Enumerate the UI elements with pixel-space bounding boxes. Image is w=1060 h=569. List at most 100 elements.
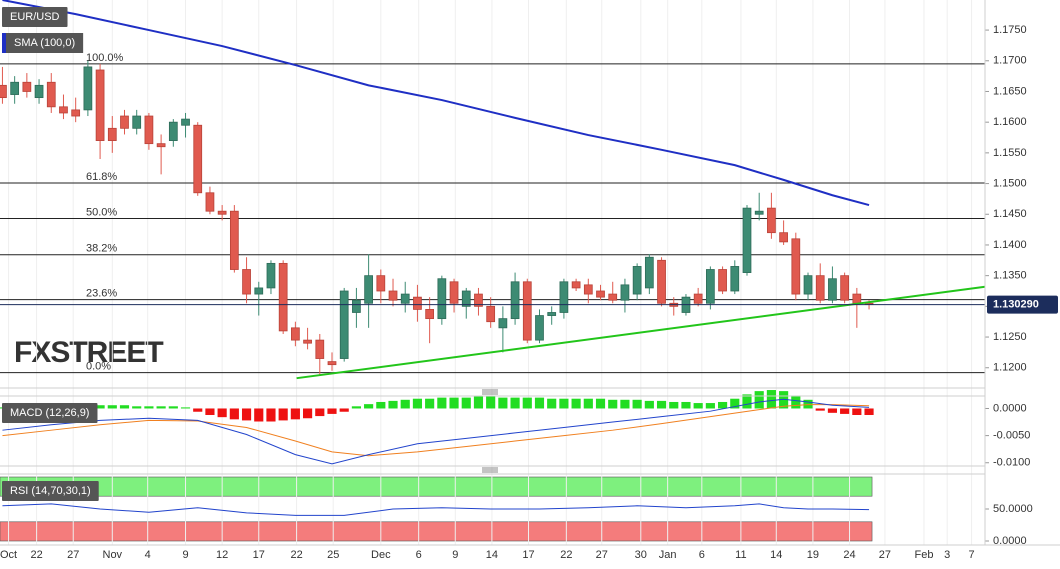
histogram-bar [193, 408, 203, 412]
candle-body [840, 275, 850, 301]
candle-body [168, 121, 178, 141]
histogram-bar [510, 397, 520, 409]
x-tick-label: 6 [699, 549, 705, 561]
x-tick-label: 24 [843, 549, 855, 561]
x-tick-label: 27 [879, 549, 891, 561]
x-tick-label: 27 [67, 549, 79, 561]
y-tick-label: -0.0100 [993, 457, 1030, 469]
histogram-bar [559, 398, 569, 409]
histogram-bar [351, 406, 361, 409]
last-price-label: 1.130290 [993, 298, 1039, 310]
x-tick-label: Feb [914, 549, 933, 561]
histogram-bar [437, 397, 447, 409]
data-layer: 100.0% 61.8% 50.0% 38.2% 23.6% 0.0% [0, 0, 986, 516]
y-tick-label: 50.0000 [993, 503, 1033, 515]
candle-body [254, 287, 264, 295]
legend-swatch [2, 33, 6, 53]
candle-body [400, 293, 410, 304]
candle-body [229, 210, 239, 270]
candle-body [437, 278, 447, 320]
watermark: FXSTREET [14, 336, 163, 369]
last-price-box [987, 295, 1058, 314]
fib-label: 0.0% [86, 361, 111, 373]
histogram-bar [498, 397, 508, 409]
y-tick-label: 0.0000 [993, 535, 1027, 547]
histogram-bar [119, 405, 130, 409]
y-tick-label: 1.1250 [993, 331, 1027, 343]
y-tick-label: -0.0050 [993, 430, 1030, 442]
histogram-bar [339, 408, 349, 412]
candle-body [425, 309, 435, 320]
candle-body [693, 293, 703, 304]
histogram-bar [412, 398, 423, 409]
panel-handle[interactable] [482, 389, 498, 395]
histogram-bar [791, 395, 801, 409]
histogram-bar [241, 408, 252, 421]
candle-body [339, 290, 349, 359]
candle-body [461, 290, 471, 307]
histogram-bar [669, 401, 679, 409]
histogram-bar [473, 396, 484, 409]
candle-body [754, 210, 764, 215]
x-tick-label: 25 [327, 549, 339, 561]
x-tick-label: 17 [253, 549, 265, 561]
candle-body [46, 81, 56, 108]
candle-body [193, 124, 203, 194]
candle-body [95, 69, 105, 141]
candle-body [352, 299, 361, 313]
candle-body [474, 293, 483, 307]
histogram-bar [595, 398, 606, 409]
panel-title-box [2, 7, 68, 27]
candle-body [156, 143, 166, 148]
fib-label: 38.2% [86, 243, 117, 255]
candle-body [59, 106, 68, 114]
panel-title: RSI (14,70,30,1) [10, 485, 91, 497]
y-tick-label: 0.0000 [993, 402, 1027, 414]
candle-body [107, 127, 117, 141]
panel-handle[interactable] [482, 467, 498, 473]
candle-body [583, 284, 593, 295]
candle-body [803, 275, 813, 295]
candle-body [571, 281, 581, 289]
candle-body [205, 192, 215, 212]
candle-body [132, 115, 142, 129]
x-tick-label: 27 [596, 549, 608, 561]
x-tick-label: 19 [807, 549, 819, 561]
histogram-bar [95, 405, 105, 409]
candle-body [242, 269, 251, 295]
panel-title-box [2, 481, 99, 501]
histogram-bar [266, 408, 276, 422]
histogram-bar [632, 399, 642, 409]
histogram-bar [693, 403, 703, 409]
y-tick-label: 1.1200 [993, 362, 1027, 374]
x-tick-label: 3 [944, 549, 950, 561]
histogram-bar [742, 394, 752, 409]
candle-body [632, 266, 642, 295]
candle-body [315, 339, 325, 359]
histogram-bar [168, 406, 178, 409]
line [296, 285, 986, 380]
histogram-bar [388, 400, 398, 409]
histogram-bar [107, 405, 117, 409]
fib-label: 23.6% [86, 288, 117, 300]
rsi-band [0, 476, 873, 497]
panel-title: MACD (12,26,9) [10, 407, 89, 419]
fib-label: 50.0% [86, 206, 117, 218]
y-tick-label: 1.1550 [993, 147, 1027, 159]
x-tick-label: 22 [290, 549, 302, 561]
histogram-bar [608, 399, 618, 409]
x-tick-label: 11 [735, 549, 746, 561]
candle-body [449, 281, 459, 304]
histogram-bar [644, 400, 654, 409]
candle-body [657, 259, 666, 304]
legend-entry: SMA (100,0) [14, 37, 75, 49]
candle-body [217, 210, 227, 215]
candle-body [730, 266, 740, 292]
histogram-bar [766, 390, 776, 409]
x-tick-label: 30 [635, 549, 647, 561]
candle-body [644, 256, 654, 289]
x-tick-label: 4 [145, 549, 151, 561]
candle-body [522, 281, 532, 341]
line [2, 404, 870, 457]
candle-body [364, 275, 373, 304]
